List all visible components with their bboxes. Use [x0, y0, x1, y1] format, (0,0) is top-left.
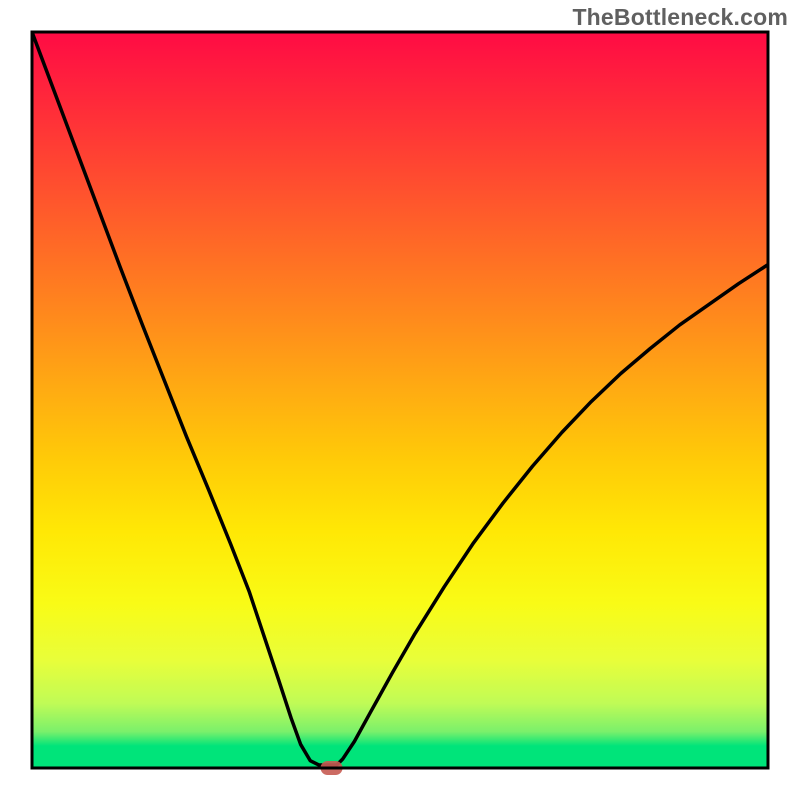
watermark-text: TheBottleneck.com — [572, 4, 788, 31]
plot-background-gradient — [32, 32, 768, 746]
chart-container: TheBottleneck.com — [0, 0, 800, 800]
bottleneck-chart — [0, 0, 800, 800]
